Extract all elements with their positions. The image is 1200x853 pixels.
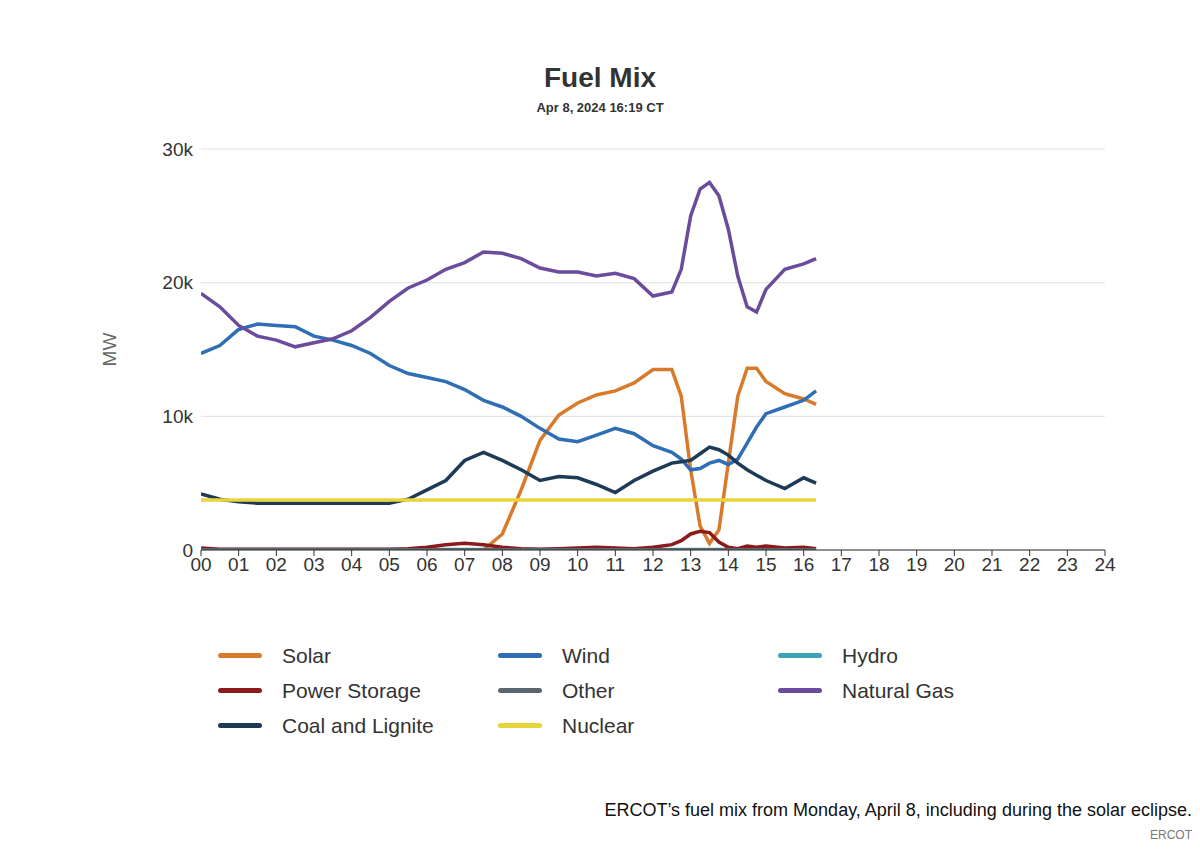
html-text:Natural Gas: Natural Gas: [842, 678, 954, 702]
svg-text:20k: 20k: [162, 272, 193, 293]
html-text:Wind: Wind: [562, 643, 610, 667]
html-text:Solar: Solar: [282, 643, 331, 667]
svg-text:23: 23: [1057, 554, 1078, 575]
svg-text:22: 22: [1019, 554, 1040, 575]
svg-text:10: 10: [567, 554, 588, 575]
svg-text:12: 12: [642, 554, 663, 575]
svg-text:09: 09: [529, 554, 550, 575]
svg-text:15: 15: [755, 554, 776, 575]
svg-text:10k: 10k: [162, 406, 193, 427]
svg-text:17: 17: [831, 554, 852, 575]
svg-text:00: 00: [190, 554, 211, 575]
svg-text:21: 21: [981, 554, 1002, 575]
svg-text:18: 18: [868, 554, 889, 575]
html-text:Apr 8, 2024 16:19 CT: Apr 8, 2024 16:19 CT: [536, 100, 664, 115]
svg-text:05: 05: [379, 554, 400, 575]
svg-text:08: 08: [492, 554, 513, 575]
svg-text:24: 24: [1094, 554, 1116, 575]
html-text:Nuclear: Nuclear: [562, 713, 635, 737]
svg-text:20: 20: [944, 554, 965, 575]
svg-text:14: 14: [718, 554, 740, 575]
svg-text:16: 16: [793, 554, 814, 575]
html-text:Fuel Mix: Fuel Mix: [544, 62, 656, 93]
svg-text:0: 0: [182, 540, 193, 561]
svg-text:30k: 30k: [162, 139, 193, 160]
svg-text:03: 03: [303, 554, 324, 575]
svg-text:06: 06: [416, 554, 437, 575]
html-text:Hydro: Hydro: [842, 643, 898, 667]
svg-text:01: 01: [228, 554, 249, 575]
html-text:ERCOT’s fuel mix from Monday,: ERCOT’s fuel mix from Monday, April 8, i…: [604, 800, 1192, 820]
svg-text:13: 13: [680, 554, 701, 575]
svg-text:07: 07: [454, 554, 475, 575]
html-text:ERCOT: ERCOT: [1150, 828, 1192, 842]
svg-text:11: 11: [605, 554, 625, 575]
html-text:Coal and Lignite: Coal and Lignite: [282, 713, 434, 737]
html-text:Power Storage: Power Storage: [282, 678, 421, 702]
svg-text:02: 02: [266, 554, 287, 575]
svg-text:19: 19: [906, 554, 927, 575]
svg-text:04: 04: [341, 554, 363, 575]
svg-text:MW: MW: [99, 333, 120, 367]
html-text:Other: Other: [562, 678, 615, 702]
